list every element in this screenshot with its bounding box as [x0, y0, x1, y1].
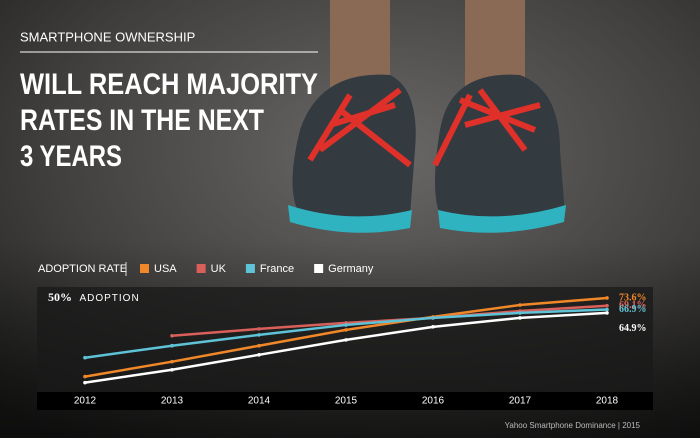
kicker: SMARTPHONE OWNERSHIP — [20, 29, 195, 44]
value-label: 73.6% — [619, 292, 647, 303]
source: Yahoo Smartphone Dominance | 2015 — [505, 421, 641, 430]
title-line: RATES IN THE NEXT — [20, 104, 264, 137]
title-line: 3 YEARS — [20, 140, 122, 173]
shoes-photo — [288, 0, 566, 233]
point — [83, 355, 87, 360]
legend-swatch — [245, 264, 255, 273]
point — [83, 374, 87, 379]
point — [518, 311, 522, 315]
legend-swatch — [314, 264, 324, 273]
annotation-text: ADOPTION — [79, 293, 139, 304]
point — [344, 323, 348, 327]
legend-swatch — [196, 264, 206, 273]
point — [83, 380, 87, 385]
annotation: 50% ADOPTION — [48, 289, 140, 306]
point — [170, 367, 174, 372]
point — [257, 333, 261, 337]
point — [431, 316, 435, 320]
legend-label: Germany — [328, 263, 374, 275]
x-tick-label: 2017 — [509, 396, 532, 407]
title-line: WILL REACH MAJORITY — [20, 68, 318, 101]
x-tick-label: 2016 — [422, 396, 445, 407]
point — [170, 343, 174, 348]
point — [431, 325, 435, 329]
point — [605, 296, 609, 300]
point — [518, 303, 522, 307]
point — [344, 328, 348, 332]
legend-label: France — [260, 263, 294, 275]
legend-title: ADOPTION RATE — [38, 263, 127, 275]
point — [257, 327, 261, 331]
value-label: 66.9% — [619, 304, 647, 315]
x-tick-label: 2013 — [161, 396, 184, 407]
point — [257, 343, 261, 348]
point — [605, 307, 609, 312]
point — [344, 338, 348, 342]
value-label: 69.1% — [619, 300, 647, 311]
point — [257, 353, 261, 357]
point — [170, 333, 174, 338]
legend: USA UK France Germany — [140, 263, 374, 275]
point — [518, 316, 522, 320]
x-tick-label: 2012 — [74, 396, 97, 407]
x-tick-label: 2018 — [596, 396, 619, 407]
x-axis-strip — [37, 392, 653, 410]
legend-label: UK — [211, 263, 227, 275]
x-tick-label: 2015 — [335, 396, 358, 407]
point — [170, 359, 174, 364]
annotation-value: 50% — [48, 290, 72, 304]
x-tick-label: 2014 — [248, 396, 271, 407]
value-label: 64.9% — [619, 323, 647, 334]
legend-label: USA — [154, 263, 177, 275]
plot: 2012 2013 2014 2015 2016 2017 2018 73.6%69.1%66… — [74, 292, 647, 406]
legend-swatch — [140, 264, 149, 273]
point — [605, 311, 609, 315]
point — [605, 303, 609, 308]
